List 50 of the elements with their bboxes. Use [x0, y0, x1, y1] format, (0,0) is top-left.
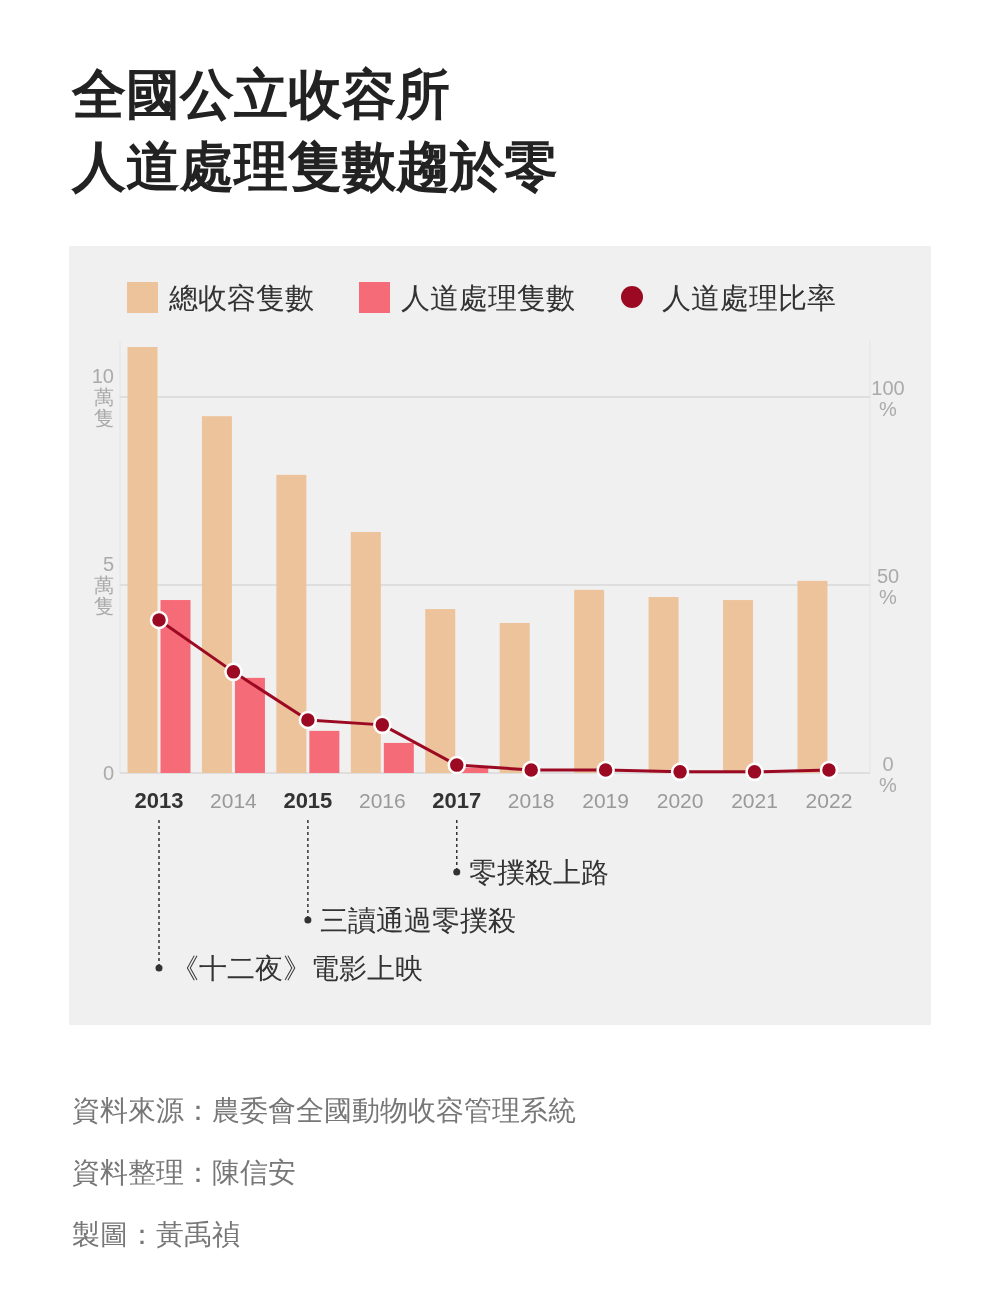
bar: [648, 597, 679, 773]
point: [745, 762, 764, 782]
y-tick-label: 5萬隻: [94, 553, 114, 617]
bar: [499, 622, 530, 773]
point: [819, 760, 839, 780]
bar: [127, 346, 158, 773]
bar: [309, 730, 340, 773]
legend-label: 人道處理比率: [662, 282, 836, 314]
y2-tick-label: 50%: [876, 565, 900, 608]
x-tick-label: 2020: [656, 789, 704, 812]
legend-label: 總收容隻數: [168, 282, 314, 314]
point: [373, 715, 392, 735]
point: [298, 710, 318, 730]
bar: [201, 416, 232, 773]
bar: [425, 609, 456, 773]
x-tick-label: 2016: [358, 789, 406, 812]
x-tick-label: 2014: [210, 789, 258, 812]
x-tick-label: 2013: [134, 788, 184, 813]
bar: [383, 742, 414, 773]
x-tick-label: 2017: [432, 788, 482, 813]
bar: [723, 600, 754, 773]
y-tick-label: 10萬隻: [91, 365, 114, 429]
ref-line-label: 零撲殺上路: [468, 857, 609, 888]
point: [521, 760, 541, 780]
y2-tick-label: 100%: [871, 377, 905, 420]
text: 製圖：黃禹禎: [72, 1219, 240, 1250]
point: [224, 662, 243, 682]
ref-line-label: 《十二夜》電影上映: [171, 953, 423, 984]
legend-label: 人道處理隻數: [401, 282, 575, 314]
bar: [234, 677, 265, 773]
source-note: 資料來源：農委會全國動物收容管理系統: [72, 1095, 576, 1126]
x-tick-label: 2015: [283, 788, 333, 813]
bar: [797, 580, 828, 773]
point: [447, 755, 467, 775]
x-tick-label: 2022: [805, 789, 853, 812]
bar: [160, 600, 191, 773]
text: 資料整理：陳信安: [72, 1157, 296, 1188]
y-tick-label: 0: [102, 762, 114, 784]
bar: [574, 589, 605, 773]
bar: [350, 531, 381, 773]
x-tick-label: 2019: [582, 789, 629, 812]
point: [670, 762, 690, 782]
ref-line-label: 三讀通過零撲殺: [319, 905, 516, 936]
bar: [276, 474, 307, 773]
point: [149, 610, 169, 630]
x-tick-label: 2018: [507, 789, 555, 812]
chart-title: 全國公立收容所人道處理隻數趨於零: [72, 64, 558, 196]
point: [596, 760, 615, 780]
y2-tick-label: 0%: [879, 753, 898, 796]
x-tick-label: 2021: [731, 789, 778, 812]
